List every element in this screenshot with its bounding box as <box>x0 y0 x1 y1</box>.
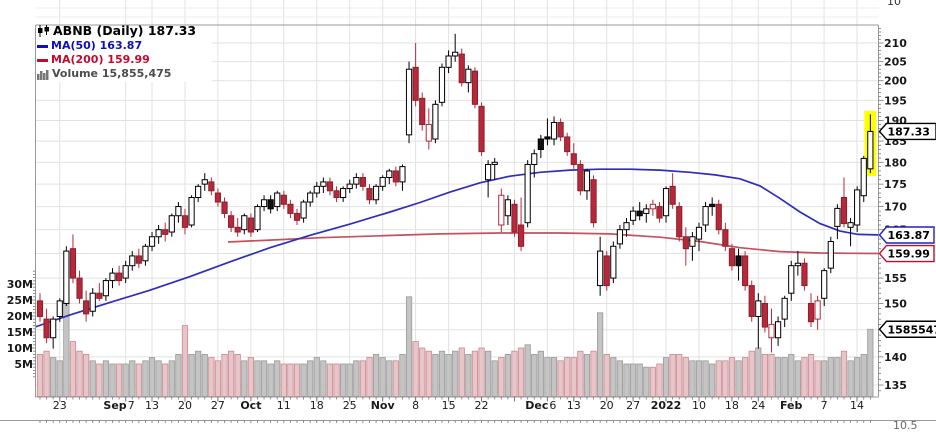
clipped-axis-label-bottom: 10.5 <box>893 419 918 432</box>
svg-text:10M: 10M <box>7 342 33 355</box>
svg-text:Dec: Dec <box>525 399 548 412</box>
svg-text:15855475: 15855475 <box>888 323 936 336</box>
svg-text:20: 20 <box>178 399 192 412</box>
svg-text:Nov: Nov <box>371 399 396 412</box>
svg-text:150: 150 <box>884 297 907 310</box>
svg-text:20M: 20M <box>7 310 33 323</box>
svg-text:195: 195 <box>884 94 907 107</box>
svg-text:7: 7 <box>821 399 828 412</box>
candlestick-icon <box>37 25 50 37</box>
svg-text:30M: 30M <box>7 278 33 291</box>
legend-symbol-label: ABNB (Daily) 187.33 <box>53 24 196 38</box>
svg-text:175: 175 <box>884 178 907 191</box>
svg-text:5M: 5M <box>14 358 33 371</box>
ma50-axis-tag: 163.87 <box>880 227 935 243</box>
svg-text:15: 15 <box>442 399 456 412</box>
svg-text:Sep: Sep <box>103 399 126 412</box>
volume-bars-icon <box>37 69 49 80</box>
svg-text:8: 8 <box>412 399 419 412</box>
svg-text:13: 13 <box>567 399 581 412</box>
legend-volume-row: Volume 15,855,475 <box>37 67 196 81</box>
svg-text:7: 7 <box>128 399 135 412</box>
svg-text:6: 6 <box>549 399 556 412</box>
svg-text:25M: 25M <box>7 294 33 307</box>
ma200-layer <box>228 233 878 254</box>
svg-text:25: 25 <box>343 399 357 412</box>
clipped-axis-label-top: 10 <box>887 0 901 8</box>
svg-text:11: 11 <box>277 399 291 412</box>
ma200-line <box>228 233 878 254</box>
svg-text:27: 27 <box>626 399 640 412</box>
svg-text:180: 180 <box>884 156 907 169</box>
svg-text:2022: 2022 <box>651 399 682 412</box>
legend-ma50-label: MA(50) 163.87 <box>51 39 142 53</box>
svg-text:24: 24 <box>751 399 765 412</box>
svg-text:187.33: 187.33 <box>888 125 930 138</box>
svg-text:27: 27 <box>211 399 225 412</box>
svg-text:22: 22 <box>475 399 489 412</box>
svg-text:13: 13 <box>145 399 159 412</box>
svg-text:10: 10 <box>692 399 706 412</box>
legend-symbol-row: ABNB (Daily) 187.33 <box>37 23 196 39</box>
svg-text:18: 18 <box>725 399 739 412</box>
svg-text:205: 205 <box>884 56 907 69</box>
legend-ma200-row: MA(200) 159.99 <box>37 53 196 67</box>
svg-text:163.87: 163.87 <box>888 229 930 242</box>
svg-text:159.99: 159.99 <box>888 248 930 261</box>
volume-bars-layer <box>37 297 873 397</box>
svg-text:Feb: Feb <box>780 399 803 412</box>
svg-text:135: 135 <box>884 379 907 392</box>
legend-volume-label: Volume 15,855,475 <box>52 67 171 81</box>
stock-chart-panel: 2102052001951901851801751701651601551501… <box>0 0 936 423</box>
svg-text:200: 200 <box>884 75 907 88</box>
volume-axis-tag: 15855475 <box>880 321 936 337</box>
svg-text:140: 140 <box>884 351 907 364</box>
svg-text:20: 20 <box>600 399 614 412</box>
svg-text:170: 170 <box>884 201 907 214</box>
svg-text:14: 14 <box>850 399 864 412</box>
legend-ma200-label: MA(200) 159.99 <box>51 53 150 67</box>
last-price-axis-tag: 187.33 <box>880 123 936 139</box>
ma200-axis-tag: 159.99 <box>880 246 935 262</box>
svg-text:23: 23 <box>53 399 67 412</box>
ma50-line-swatch <box>37 45 48 48</box>
svg-text:Oct: Oct <box>240 399 261 412</box>
legend-ma50-row: MA(50) 163.87 <box>37 39 196 53</box>
svg-text:15M: 15M <box>7 326 33 339</box>
svg-text:18: 18 <box>310 399 324 412</box>
svg-text:155: 155 <box>884 272 907 285</box>
chart-legend: ABNB (Daily) 187.33 MA(50) 163.87 MA(200… <box>37 23 196 81</box>
svg-text:210: 210 <box>884 37 907 50</box>
ma200-line-swatch <box>37 59 48 62</box>
